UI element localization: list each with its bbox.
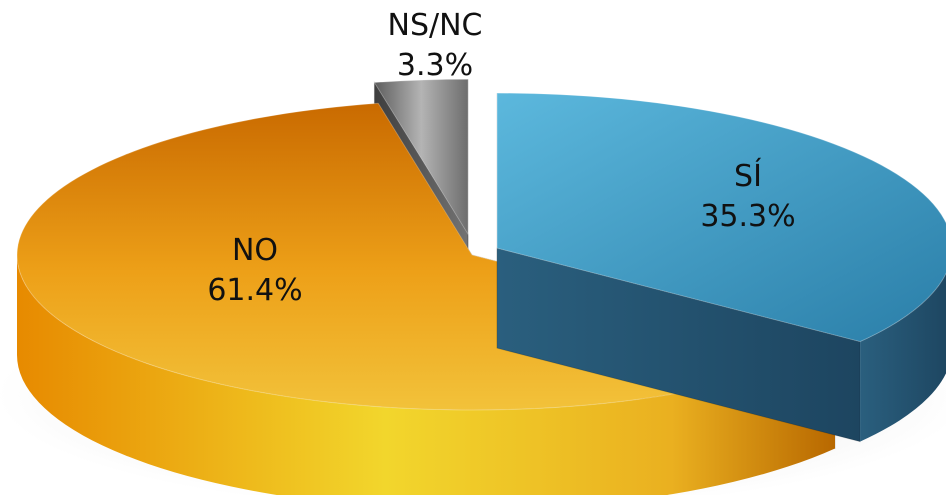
slice-s-value: 35.3% bbox=[700, 199, 795, 234]
slice-no-side-0 bbox=[17, 255, 835, 495]
slice-no-value: 61.4% bbox=[207, 273, 302, 308]
slice-nsnc-top bbox=[373, 78, 469, 236]
slice-nsnc-value: 3.3% bbox=[397, 48, 473, 83]
slice-no-label: NO bbox=[232, 233, 278, 268]
slice-nsnc-label: NS/NC bbox=[388, 8, 483, 43]
slice-s-label: SÍ bbox=[734, 158, 762, 194]
slice-s-wall-1 bbox=[496, 247, 861, 443]
slice-s-side-0 bbox=[860, 273, 946, 442]
slice-s-top bbox=[496, 92, 946, 343]
